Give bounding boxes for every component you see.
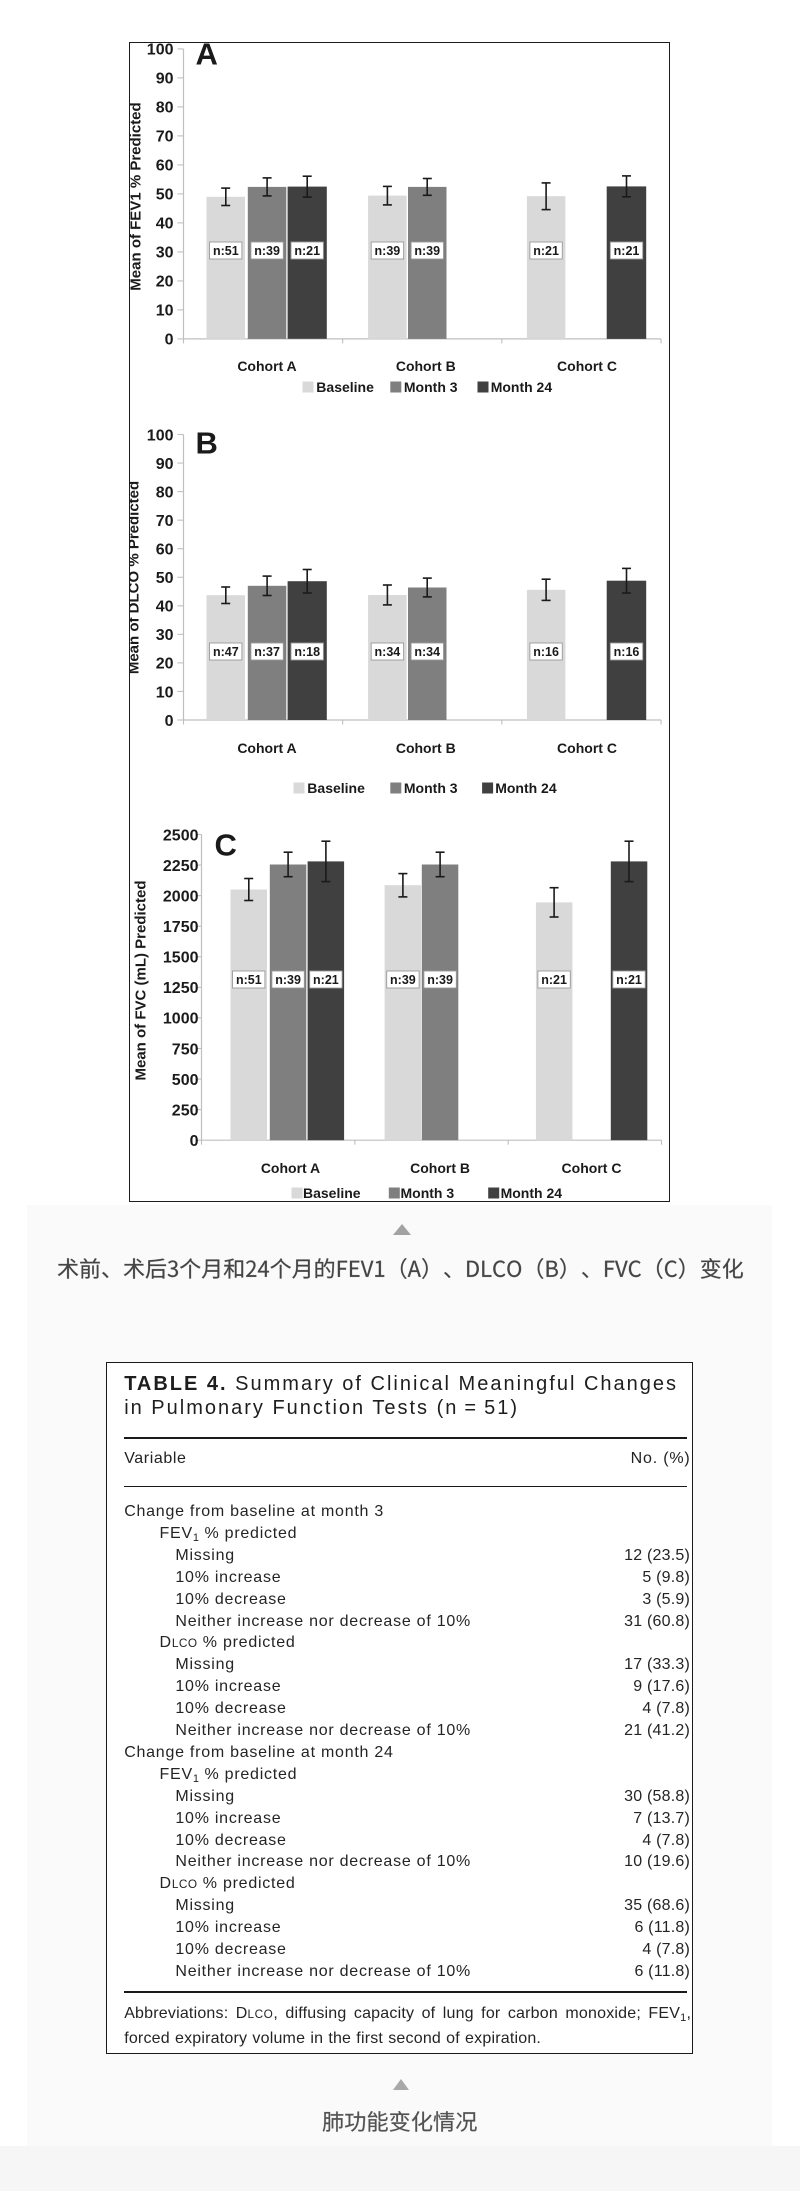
- svg-text:n:39: n:39: [390, 973, 416, 987]
- svg-text:Month 24: Month 24: [501, 1185, 563, 1201]
- svg-text:60: 60: [156, 158, 174, 175]
- svg-text:50: 50: [156, 570, 174, 587]
- svg-text:Cohort A: Cohort A: [261, 1160, 320, 1176]
- svg-text:Cohort B: Cohort B: [396, 740, 456, 756]
- svg-text:2500: 2500: [163, 827, 199, 844]
- svg-text:n:39: n:39: [254, 244, 280, 258]
- svg-text:Baseline: Baseline: [303, 1185, 361, 1201]
- svg-text:20: 20: [156, 274, 174, 291]
- svg-text:80: 80: [156, 100, 174, 117]
- svg-text:Cohort B: Cohort B: [410, 1160, 470, 1176]
- svg-text:20: 20: [156, 656, 174, 673]
- svg-text:1500: 1500: [163, 950, 199, 967]
- svg-text:n:47: n:47: [213, 645, 239, 659]
- svg-text:n:21: n:21: [614, 244, 640, 258]
- svg-text:n:34: n:34: [375, 645, 401, 659]
- svg-text:Month 3: Month 3: [401, 1185, 455, 1201]
- svg-text:n:21: n:21: [616, 973, 642, 987]
- svg-text:Baseline: Baseline: [316, 379, 374, 395]
- svg-text:1750: 1750: [163, 919, 199, 936]
- svg-text:30: 30: [156, 627, 174, 644]
- svg-text:40: 40: [156, 216, 174, 233]
- svg-text:0: 0: [165, 713, 174, 730]
- svg-text:Month 3: Month 3: [404, 379, 458, 395]
- svg-text:10: 10: [156, 303, 174, 320]
- svg-text:Month 24: Month 24: [491, 379, 553, 395]
- svg-text:n:39: n:39: [275, 973, 301, 987]
- svg-text:Mean of DLCO % Predicted: Mean of DLCO % Predicted: [130, 481, 143, 674]
- svg-text:n:21: n:21: [313, 973, 339, 987]
- svg-text:60: 60: [156, 542, 174, 559]
- svg-text:n:37: n:37: [254, 645, 280, 659]
- svg-text:Cohort C: Cohort C: [557, 740, 617, 756]
- svg-text:n:39: n:39: [427, 973, 453, 987]
- svg-text:n:51: n:51: [236, 973, 262, 987]
- svg-text:2250: 2250: [163, 858, 199, 875]
- svg-text:40: 40: [156, 599, 174, 616]
- svg-text:500: 500: [172, 1072, 199, 1089]
- svg-text:10: 10: [156, 684, 174, 701]
- svg-text:n:21: n:21: [294, 244, 320, 258]
- svg-text:100: 100: [147, 43, 174, 59]
- svg-text:0: 0: [165, 332, 174, 349]
- svg-text:30: 30: [156, 245, 174, 262]
- svg-text:A: A: [196, 43, 218, 72]
- svg-text:n:18: n:18: [294, 645, 320, 659]
- svg-text:n:21: n:21: [533, 244, 559, 258]
- svg-text:Cohort A: Cohort A: [237, 358, 296, 374]
- svg-text:n:39: n:39: [414, 244, 440, 258]
- svg-text:50: 50: [156, 187, 174, 204]
- svg-text:Cohort B: Cohort B: [396, 358, 456, 374]
- svg-text:C: C: [215, 828, 237, 863]
- svg-text:n:39: n:39: [375, 244, 401, 258]
- svg-text:B: B: [196, 426, 218, 461]
- svg-text:250: 250: [172, 1102, 199, 1119]
- svg-text:1250: 1250: [163, 980, 199, 997]
- svg-text:80: 80: [156, 484, 174, 501]
- svg-text:Cohort A: Cohort A: [237, 740, 296, 756]
- svg-text:2000: 2000: [163, 888, 199, 905]
- svg-text:n:16: n:16: [533, 645, 559, 659]
- svg-text:100: 100: [147, 427, 174, 444]
- svg-text:n:34: n:34: [414, 645, 440, 659]
- svg-text:Baseline: Baseline: [307, 780, 365, 796]
- svg-text:n:16: n:16: [614, 645, 640, 659]
- svg-text:1000: 1000: [163, 1011, 199, 1028]
- svg-text:0: 0: [190, 1133, 199, 1150]
- svg-text:750: 750: [172, 1041, 199, 1058]
- svg-text:Cohort C: Cohort C: [557, 358, 617, 374]
- svg-text:90: 90: [156, 456, 174, 473]
- svg-text:90: 90: [156, 71, 174, 88]
- svg-text:Cohort C: Cohort C: [562, 1160, 622, 1176]
- svg-text:Mean of FEV1 % Predicted: Mean of FEV1 % Predicted: [130, 102, 145, 290]
- svg-text:Mean of FVC (mL) Predicted: Mean of FVC (mL) Predicted: [133, 880, 150, 1080]
- svg-text:70: 70: [156, 129, 174, 146]
- svg-text:Month 3: Month 3: [404, 780, 458, 796]
- svg-text:n:21: n:21: [541, 973, 567, 987]
- svg-text:n:51: n:51: [213, 244, 239, 258]
- svg-text:70: 70: [156, 513, 174, 530]
- svg-text:Month 24: Month 24: [495, 780, 557, 796]
